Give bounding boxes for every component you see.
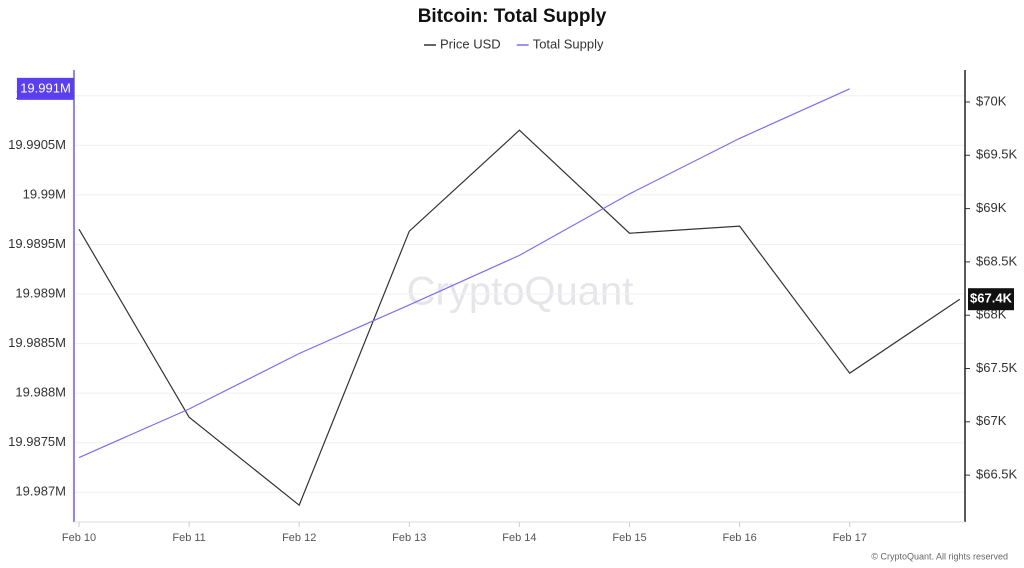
series-line [78,129,961,507]
y-tick-label: 19.99M [23,186,66,201]
x-tick-label: Feb 14 [502,532,536,544]
y-tick-label: 19.9905M [8,137,66,152]
y-tick-label: 19.9895M [8,236,66,251]
series-line [78,88,850,459]
y-tick-label: 19.9875M [8,434,66,449]
current-value-label: $67.4K [970,291,1013,306]
y2-tick-label: $69.5K [976,147,1018,162]
y2-tick-label: $68K [976,307,1007,322]
legend-label: Total Supply [533,36,604,51]
x-tick-label: Feb 12 [282,532,316,544]
y2-tick-label: $69K [976,200,1007,215]
y-tick-label: 19.9885M [8,335,66,350]
x-tick-label: Feb 11 [172,532,205,544]
x-tick-label: Feb 13 [392,532,426,544]
y2-tick-label: $67K [976,413,1007,428]
chart-title: Bitcoin: Total Supply [418,6,607,27]
y2-tick-label: $67.5K [976,360,1018,375]
current-value-box [968,288,1014,311]
x-tick-label: Feb 10 [62,532,96,544]
y-tick-label: 19.988M [15,385,66,400]
x-tick-label: Feb 16 [722,532,756,544]
x-tick-label: Feb 15 [612,532,646,544]
y-tick-label: 19.989M [15,285,66,300]
y2-tick-label: $66.5K [976,467,1018,482]
x-tick-label: Feb 17 [833,532,867,544]
y-tick-label: 19.987M [15,484,66,499]
footer: © CryptoQuant. All rights reserved [871,551,1008,561]
current-value-label: 19.991M [20,80,71,95]
y2-tick-label: $70K [976,93,1007,108]
legend-label: Price USD [440,36,501,51]
y2-tick-label: $68.5K [976,253,1018,268]
watermark: CryptoQuant [407,270,634,314]
current-value-box [17,77,74,100]
